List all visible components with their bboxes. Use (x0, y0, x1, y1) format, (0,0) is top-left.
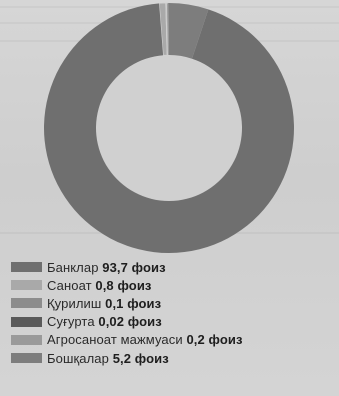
legend-swatch-construction (11, 298, 42, 309)
legend-label-agro: Агросаноат мажмуаси (47, 332, 183, 348)
legend-item-agro: Агросаноат мажмуаси 0,2 фоиз (11, 331, 331, 349)
legend-item-banks: Банклар 93,7 фоиз (11, 258, 331, 276)
donut-hole (96, 55, 242, 201)
legend-swatch-others (11, 353, 42, 364)
legend-item-construction: Қурилиш 0,1 фоиз (11, 294, 331, 312)
legend-value-others: 5,2 фоиз (112, 350, 169, 366)
legend-label-construction: Қурилиш (47, 295, 102, 311)
legend-value-insurance: 0,02 фоиз (98, 314, 162, 330)
legend-label-insurance: Суғурта (47, 314, 95, 330)
legend-swatch-banks (11, 262, 42, 273)
chart-legend: Банклар 93,7 фоиз Саноат 0,8 фоиз Қурили… (11, 258, 331, 367)
legend-label-others: Бошқалар (47, 350, 109, 366)
legend-value-industry: 0,8 фоиз (95, 277, 152, 293)
donut-slice-banks (44, 3, 294, 253)
legend-label-banks: Банклар (47, 259, 99, 275)
donut-slices (44, 2, 294, 253)
legend-label-industry: Саноат (47, 277, 92, 293)
legend-item-industry: Саноат 0,8 фоиз (11, 276, 331, 294)
donut-chart (44, 2, 294, 253)
legend-swatch-insurance (11, 316, 42, 327)
donut-slice-others (168, 2, 209, 59)
legend-swatch-agro (11, 334, 42, 345)
legend-swatch-industry (11, 280, 42, 291)
legend-item-others: Бошқалар 5,2 фоиз (11, 349, 331, 367)
legend-value-construction: 0,1 фоиз (105, 295, 162, 311)
legend-item-insurance: Суғурта 0,02 фоиз (11, 313, 331, 331)
legend-value-banks: 93,7 фоиз (102, 259, 166, 275)
legend-value-agro: 0,2 фоиз (186, 332, 243, 348)
